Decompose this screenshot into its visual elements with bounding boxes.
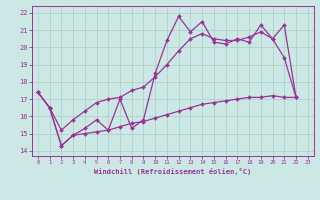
X-axis label: Windchill (Refroidissement éolien,°C): Windchill (Refroidissement éolien,°C) <box>94 168 252 175</box>
